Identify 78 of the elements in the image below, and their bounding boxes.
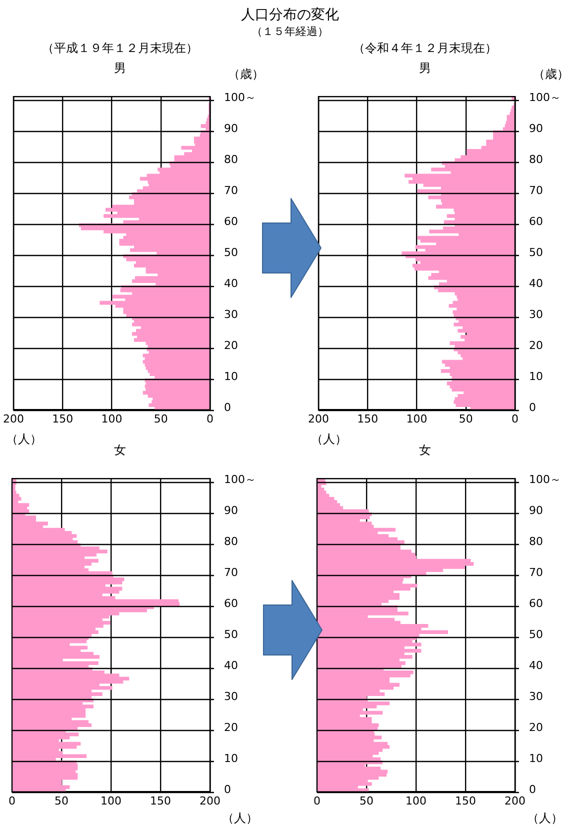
text: 人口分布の変化 [240, 6, 340, 24]
y-tick-label: 70 [529, 184, 544, 198]
x-tick-label: 200 [200, 794, 221, 808]
y-tick-label: 20 [224, 339, 238, 352]
y-tick-label: 70 [224, 184, 238, 198]
y-tick-label: 80 [224, 153, 238, 166]
chart-title: 女 [419, 443, 431, 457]
y-tick-label: 20 [224, 721, 238, 734]
y-tick-label: 30 [224, 308, 238, 322]
y-tick-label: 80 [224, 535, 238, 548]
y-tick-label: 30 [529, 690, 544, 704]
x-tick-label: 0 [8, 794, 16, 808]
y-tick-label: 100～ [224, 91, 256, 104]
y-tick-label: 90 [224, 504, 238, 518]
x-tick-label: 200 [308, 412, 329, 426]
y-tick-label: 30 [529, 308, 544, 322]
y-tick-label: 0 [224, 401, 232, 414]
y-tick-label: 100～ [529, 91, 562, 104]
y-tick-label: 80 [529, 535, 544, 548]
x-tick-label: 0 [512, 412, 519, 426]
x-tick-label: 150 [52, 412, 74, 426]
y-tick-label: 0 [529, 401, 536, 414]
x-tick-label: 50 [360, 794, 374, 808]
x-tick-label: 0 [206, 412, 214, 426]
y-tick-label: 100～ [529, 473, 562, 486]
y-tick-label: 40 [224, 277, 238, 290]
y-tick-label: 80 [529, 153, 544, 166]
y-tick-label: 0 [529, 783, 536, 796]
y-tick-label: 10 [224, 370, 238, 384]
y-tick-label: 60 [529, 215, 544, 228]
y-tick-label: 70 [529, 566, 544, 580]
x-tick-label: 100 [100, 794, 122, 808]
y-tick-label: 10 [224, 752, 238, 766]
x-tick-label: 50 [154, 412, 168, 426]
y-tick-label: 50 [224, 628, 238, 642]
x-tick-label: 150 [150, 794, 172, 808]
y-tick-label: 50 [529, 246, 544, 260]
y-tick-label: 10 [529, 370, 544, 384]
y-tick-label: 50 [224, 246, 238, 260]
y-tick-label: 0 [224, 783, 232, 796]
y-tick-label: 50 [529, 628, 544, 642]
y-tick-label: 10 [529, 752, 544, 766]
x-axis-title: （人） [6, 431, 42, 448]
y-tick-label: 70 [224, 566, 238, 580]
x-tick-label: 150 [357, 412, 378, 426]
y-axis-title: （歳） [533, 66, 569, 83]
x-axis-title: （人） [527, 810, 563, 827]
y-tick-label: 20 [529, 339, 544, 352]
x-tick-label: 100 [406, 794, 426, 808]
chart-title: 女 [114, 443, 126, 457]
y-tick-label: 20 [529, 721, 544, 734]
y-tick-label: 60 [529, 597, 544, 610]
y-tick-label: 40 [224, 659, 238, 672]
y-tick-label: 30 [224, 690, 238, 704]
y-tick-label: 100～ [224, 473, 256, 486]
y-axis-title: （歳） [228, 66, 264, 83]
x-axis-title: （人） [222, 810, 258, 827]
x-tick-label: 0 [314, 794, 320, 808]
y-tick-label: 40 [529, 277, 544, 290]
y-tick-label: 90 [529, 504, 544, 518]
y-tick-label: 40 [529, 659, 544, 672]
chart-title: 男 [418, 60, 432, 77]
x-tick-label: 100 [101, 412, 122, 426]
x-tick-label: 50 [54, 794, 68, 808]
x-tick-label: 150 [455, 794, 476, 808]
y-tick-label: 60 [224, 215, 238, 228]
chart-subtitle: （令和４年１２月末現在） [352, 40, 498, 57]
text: （１５年経過） [250, 24, 330, 39]
x-tick-label: 200 [3, 412, 24, 426]
chart-subtitle: （平成１９年１２月末現在） [41, 40, 199, 57]
y-tick-label: 60 [224, 597, 238, 610]
x-tick-label: 100 [406, 412, 428, 426]
chart-title: 男 [113, 60, 127, 77]
y-tick-label: 90 [529, 122, 544, 136]
x-axis-title: （人） [311, 431, 347, 448]
x-tick-label: 50 [458, 412, 473, 426]
x-tick-label: 200 [504, 794, 526, 808]
y-tick-label: 90 [224, 122, 238, 136]
